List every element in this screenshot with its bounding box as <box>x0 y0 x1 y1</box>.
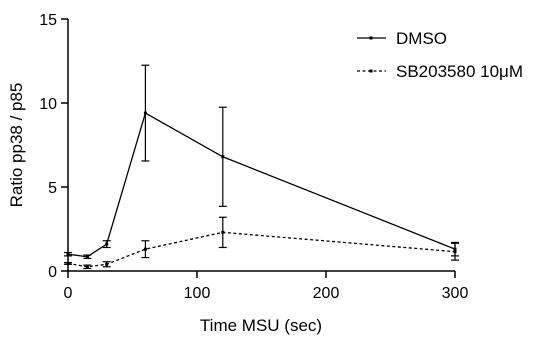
data-point-sb203580 <box>85 265 89 269</box>
series-layer <box>64 64 459 270</box>
y-axis-title: Ratio pp38 / p85 <box>7 83 26 208</box>
data-point-dmso <box>143 111 147 115</box>
legend-item-sb203580: SB203580 10μM <box>357 62 523 81</box>
series-dmso <box>64 64 459 259</box>
y-axis-ticks: 0 5 10 15 <box>39 12 68 281</box>
legend-marker-dmso <box>369 36 373 40</box>
data-point-sb203580 <box>143 247 147 251</box>
series-line-dmso <box>67 112 456 258</box>
legend-label-dmso: DMSO <box>396 29 447 48</box>
y-tick-label: 5 <box>48 180 57 197</box>
legend-marker-sb203580 <box>369 69 373 73</box>
x-axis-ticks: 0 100 200 300 <box>64 271 469 302</box>
plot-area: 0 5 10 15 0 100 200 300 <box>39 12 468 302</box>
y-tick-label: 15 <box>39 12 57 29</box>
data-point-sb203580 <box>221 230 225 234</box>
data-point-dmso <box>105 242 109 246</box>
legend-label-sb203580: SB203580 10μM <box>396 62 523 81</box>
y-tick-label: 0 <box>48 264 57 281</box>
x-tick-label: 0 <box>64 285 73 302</box>
data-point-sb203580 <box>453 250 457 254</box>
legend-item-dmso: DMSO <box>357 29 447 48</box>
x-axis-title: Time MSU (sec) <box>200 316 322 335</box>
series-sb203580 <box>64 216 459 270</box>
data-point-sb203580 <box>105 262 109 266</box>
data-point-dmso <box>221 155 225 159</box>
x-tick-label: 100 <box>184 285 211 302</box>
y-tick-label: 10 <box>39 96 57 113</box>
legend: DMSO SB203580 10μM <box>357 29 523 81</box>
series-line-sb203580 <box>67 231 456 268</box>
x-tick-label: 200 <box>313 285 340 302</box>
x-tick-label: 300 <box>442 285 469 302</box>
data-point-dmso <box>85 255 89 259</box>
